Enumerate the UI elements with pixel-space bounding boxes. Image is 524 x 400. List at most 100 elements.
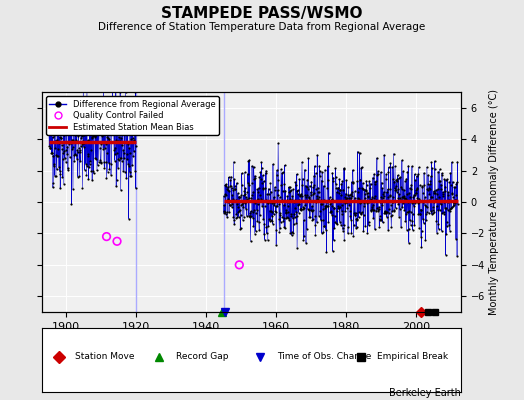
Point xyxy=(81,121,89,128)
Point xyxy=(245,157,254,163)
Point xyxy=(398,194,407,200)
Point xyxy=(418,190,427,196)
Point xyxy=(281,210,290,217)
Point xyxy=(270,194,278,200)
Point xyxy=(228,192,236,198)
Point xyxy=(293,245,301,251)
Point xyxy=(423,187,432,194)
Point xyxy=(413,185,422,191)
Point xyxy=(93,162,102,168)
Point xyxy=(79,140,87,146)
Point xyxy=(389,150,398,157)
Point xyxy=(255,219,263,226)
Point xyxy=(453,253,461,259)
Point xyxy=(405,240,413,246)
Point xyxy=(244,171,252,177)
Point xyxy=(114,138,122,144)
Point xyxy=(256,212,264,218)
Point xyxy=(235,193,243,200)
Point xyxy=(63,144,72,150)
Point xyxy=(415,225,423,231)
Point xyxy=(381,210,389,216)
Point xyxy=(130,136,138,143)
Point xyxy=(82,172,91,178)
Point xyxy=(250,172,259,179)
Point xyxy=(298,159,306,165)
Point xyxy=(428,194,436,201)
Point xyxy=(379,192,388,199)
Point xyxy=(272,242,280,248)
Point xyxy=(310,163,319,169)
Point xyxy=(69,131,78,137)
Point xyxy=(328,212,336,218)
Point xyxy=(326,208,335,215)
Point xyxy=(292,219,300,226)
Point xyxy=(407,182,416,188)
Point xyxy=(401,178,409,184)
Point xyxy=(61,125,69,131)
Point xyxy=(332,174,340,180)
Text: Time of Obs. Change: Time of Obs. Change xyxy=(277,352,371,361)
Point xyxy=(132,143,140,149)
Point xyxy=(330,204,338,211)
Point xyxy=(50,172,59,179)
Point xyxy=(62,146,70,153)
Point xyxy=(292,182,300,189)
Point xyxy=(128,139,136,145)
Point xyxy=(230,158,238,165)
Point xyxy=(271,209,280,215)
Point xyxy=(88,108,96,115)
Point xyxy=(288,193,297,200)
Point xyxy=(311,232,320,238)
Point xyxy=(52,136,61,143)
Point xyxy=(246,238,255,244)
Point xyxy=(435,166,444,173)
Point xyxy=(118,127,127,134)
Point xyxy=(318,177,326,184)
Point xyxy=(396,198,404,204)
Point xyxy=(249,164,258,170)
Point xyxy=(54,164,63,170)
Point xyxy=(443,219,451,226)
Point xyxy=(418,228,426,234)
Point xyxy=(388,194,397,200)
Point xyxy=(81,112,89,118)
Point xyxy=(316,217,325,223)
Point xyxy=(232,198,240,205)
Point xyxy=(296,206,304,212)
Point xyxy=(419,216,427,223)
Point xyxy=(119,150,128,157)
Point xyxy=(246,214,254,220)
Point xyxy=(61,115,70,121)
Point xyxy=(104,135,112,142)
Point xyxy=(324,150,333,156)
Point xyxy=(54,140,63,146)
Point xyxy=(331,213,339,219)
Point xyxy=(261,203,269,210)
Point xyxy=(318,230,326,236)
Point xyxy=(446,170,455,176)
Point xyxy=(69,137,77,143)
Point xyxy=(233,201,241,207)
Point xyxy=(351,212,359,219)
Point xyxy=(299,206,307,212)
Point xyxy=(410,171,419,177)
Point xyxy=(431,166,439,172)
Point xyxy=(293,213,302,220)
Point xyxy=(103,150,111,156)
Point xyxy=(113,177,121,184)
Point xyxy=(394,201,402,208)
Point xyxy=(312,199,321,206)
Point xyxy=(236,194,244,200)
Point xyxy=(429,190,438,196)
Point xyxy=(247,195,256,202)
Point xyxy=(388,199,396,205)
Point xyxy=(128,162,136,169)
Point xyxy=(269,211,278,218)
Point xyxy=(250,230,259,237)
Point xyxy=(79,138,87,144)
Point xyxy=(437,181,445,188)
Point xyxy=(333,208,341,214)
Point xyxy=(348,167,357,173)
Point xyxy=(285,209,293,215)
